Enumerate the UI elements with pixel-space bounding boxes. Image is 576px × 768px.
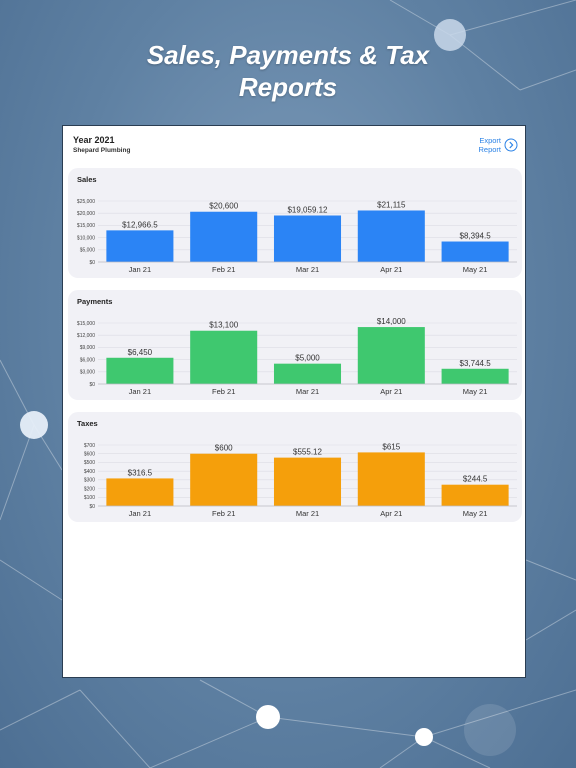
payments-x-tick-label: May 21 [463,387,488,396]
taxes-bar [106,478,174,506]
payments-bar [190,330,258,384]
chevron-right-circle-icon [504,138,518,152]
sales-bar [190,211,258,262]
sales-value-label: $12,966.5 [122,220,158,229]
payments-value-label: $13,100 [209,321,238,330]
sales-bar [106,230,174,262]
sales-y-tick-label: $5,000 [80,248,96,254]
taxes-value-label: $316.5 [128,468,153,477]
taxes-x-tick-label: Feb 21 [212,509,235,518]
taxes-bar [357,452,425,506]
sales-bar [357,210,425,262]
sales-x-tick-label: Mar 21 [296,265,319,274]
report-year-title: Year 2021 [73,135,115,145]
payments-bar [106,357,174,384]
payments-x-tick-label: Apr 21 [380,387,402,396]
company-name: Shepard Plumbing [73,147,131,154]
sales-chart: $0 $5,000 $10,000 $15,000 $20,000 $25,000 $12,… [77,199,517,274]
payments-y-tick-label: $12,000 [77,333,95,339]
taxes-bar [441,484,509,506]
taxes-chart: $0 $100 $200 $300 $400 $500 $600 $700 $316.5 Jan … [84,442,517,518]
headline-line-1: Sales, Payments & Tax [146,40,430,70]
taxes-x-tick-label: Apr 21 [380,509,402,518]
payments-x-tick-label: Mar 21 [296,387,319,396]
payments-y-tick-label: $15,000 [77,321,95,327]
sales-x-tick-label: Jan 21 [129,265,152,274]
payments-x-tick-label: Feb 21 [212,387,235,396]
taxes-y-tick-label: $600 [84,452,95,458]
sales-value-label: $19,059.12 [287,205,328,214]
sales-bar [273,215,342,262]
payments-bar [273,363,342,384]
payments-y-tick-label: $3,000 [80,370,96,376]
taxes-y-tick-label: $0 [89,504,95,510]
taxes-x-tick-label: Jan 21 [129,509,152,518]
taxes-value-label: $244.5 [463,475,488,484]
payments-value-label: $6,450 [128,348,153,357]
payments-y-tick-label: $0 [89,382,95,388]
export-report-button[interactable]: Export Report [478,135,518,155]
export-report-label: Export Report [478,136,501,154]
sales-chart-card: Sales $0 $5,000 $10,000 $15,000 $20,000 $25,0… [68,168,522,278]
sales-y-tick-label: $0 [89,260,95,266]
payments-bar [441,368,509,384]
sales-value-label: $21,115 [377,200,406,209]
payments-bar [357,327,425,384]
sales-value-label: $20,600 [209,202,238,211]
taxes-bar [273,457,342,506]
taxes-y-tick-label: $400 [84,469,95,475]
payments-value-label: $3,744.5 [460,359,492,368]
sales-y-tick-label: $15,000 [77,223,95,229]
payments-chart-title: Payments [77,297,113,306]
taxes-value-label: $555.12 [293,448,322,457]
sales-x-tick-label: May 21 [463,265,488,274]
report-panel: Year 2021 Shepard Plumbing Export Report… [62,125,526,678]
sales-x-tick-label: Feb 21 [212,265,235,274]
export-label-line-1: Export [479,136,501,145]
headline-line-2: Reports [238,72,338,102]
sales-x-tick-label: Apr 21 [380,265,402,274]
payments-value-label: $14,000 [377,317,406,326]
payments-chart-card: Payments $0 $3,000 $6,000 $9,000 $12,000 $15,… [68,290,522,400]
payments-y-tick-label: $9,000 [80,345,96,351]
payments-chart: $0 $3,000 $6,000 $9,000 $12,000 $15,000 $6,450… [77,317,517,396]
taxes-value-label: $615 [382,442,400,451]
taxes-bar [190,453,258,506]
sales-y-tick-label: $20,000 [77,211,95,217]
sales-value-label: $8,394.5 [460,232,492,241]
taxes-x-tick-label: Mar 21 [296,509,319,518]
taxes-chart-card: Taxes $0 $100 $200 $300 $400 $500 $600 $700 $316… [68,412,522,522]
sales-y-tick-label: $25,000 [77,199,95,205]
taxes-x-tick-label: May 21 [463,509,488,518]
payments-value-label: $5,000 [295,354,320,363]
sales-y-tick-label: $10,000 [77,235,95,241]
taxes-value-label: $600 [215,444,233,453]
taxes-y-tick-label: $700 [84,443,95,449]
sales-chart-title: Sales [77,175,97,184]
taxes-chart-title: Taxes [77,419,98,428]
payments-y-tick-label: $6,000 [80,357,96,363]
taxes-y-tick-label: $100 [84,495,95,501]
taxes-y-tick-label: $200 [84,486,95,492]
taxes-y-tick-label: $500 [84,460,95,466]
taxes-y-tick-label: $300 [84,478,95,484]
payments-x-tick-label: Jan 21 [129,387,152,396]
sales-bar [441,241,509,262]
export-label-line-2: Report [478,145,501,154]
